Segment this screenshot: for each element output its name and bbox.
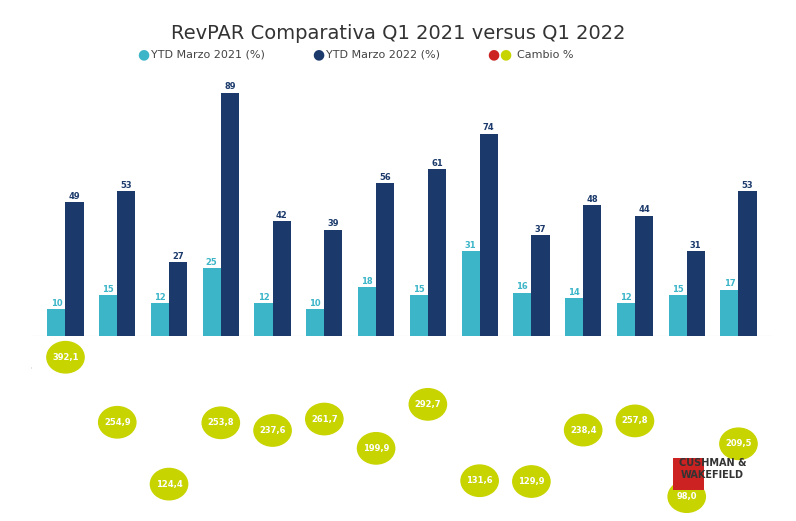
Text: 392,1: 392,1 [53,353,79,362]
Text: 253,8: 253,8 [208,418,234,427]
Ellipse shape [99,406,136,438]
Bar [151,303,169,337]
Text: 238,4: 238,4 [570,426,596,435]
Bar [462,252,480,337]
Text: ●: ● [312,48,325,61]
Bar [65,202,84,337]
Text: RevPAR Comparativa Q1 2021 versus Q1 2022: RevPAR Comparativa Q1 2021 versus Q1 202… [171,24,625,43]
Text: 98,0: 98,0 [677,492,697,501]
Bar [739,191,756,337]
Text: 53: 53 [120,181,132,190]
Text: ●: ● [499,48,512,61]
Text: 10: 10 [51,299,62,307]
Bar [669,295,687,337]
Text: 17: 17 [724,279,736,289]
Bar [635,216,653,337]
Text: 12: 12 [154,293,166,302]
Bar [410,295,428,337]
Bar [203,268,220,337]
Text: 42: 42 [275,211,287,220]
Text: 27: 27 [172,252,184,261]
Bar [306,309,324,337]
Text: ●: ● [487,48,500,61]
Bar [687,252,704,337]
Text: ●: ● [137,48,150,61]
Text: 31: 31 [465,241,476,250]
Text: 257,8: 257,8 [622,416,648,426]
Bar [617,303,635,337]
Ellipse shape [461,465,498,497]
Text: 53: 53 [742,181,753,190]
Bar [48,309,65,337]
Text: 199,9: 199,9 [363,444,389,453]
Bar [324,230,342,337]
Ellipse shape [254,415,291,446]
Text: Cambio %: Cambio % [517,49,574,60]
Text: 18: 18 [361,277,373,286]
Text: 61: 61 [431,159,443,168]
Text: 89: 89 [224,82,236,91]
Text: 44: 44 [638,205,650,215]
Bar [513,292,532,337]
Ellipse shape [513,466,550,497]
Bar [565,298,583,337]
Text: YTD Marzo 2022 (%): YTD Marzo 2022 (%) [326,49,440,60]
Bar [255,303,272,337]
Ellipse shape [202,407,240,439]
Bar [532,235,549,337]
Text: 237,6: 237,6 [259,426,286,435]
Ellipse shape [409,389,447,420]
Bar [272,221,291,337]
Ellipse shape [564,414,602,446]
Text: 292,7: 292,7 [415,400,441,409]
Text: 15: 15 [672,285,684,294]
Bar [117,191,135,337]
Bar [376,183,394,337]
Text: 37: 37 [535,225,546,233]
Text: 48: 48 [587,194,598,204]
Bar [480,134,498,337]
Text: 74: 74 [483,123,494,132]
Text: YTD Marzo 2021 (%): YTD Marzo 2021 (%) [151,49,265,60]
Text: 15: 15 [103,285,114,294]
Text: 10: 10 [310,299,321,307]
Text: 261,7: 261,7 [311,415,338,424]
Bar [220,93,239,337]
Text: 16: 16 [517,282,529,291]
Ellipse shape [357,432,395,464]
Bar [720,290,739,337]
Text: 14: 14 [568,288,580,296]
Text: 39: 39 [328,219,339,228]
Text: 12: 12 [258,293,269,302]
Text: 25: 25 [206,257,217,267]
Text: 254,9: 254,9 [104,418,131,427]
Text: 15: 15 [413,285,425,294]
Bar [100,295,117,337]
Text: 131,6: 131,6 [466,476,493,485]
Text: 49: 49 [68,192,80,201]
Ellipse shape [668,481,705,512]
Text: 56: 56 [379,172,391,182]
Bar [169,263,187,337]
Text: 209,5: 209,5 [725,439,751,448]
Ellipse shape [47,342,84,373]
Ellipse shape [150,468,188,500]
Text: 129,9: 129,9 [518,477,544,486]
Bar [358,287,376,337]
Bar [583,205,601,337]
Ellipse shape [306,403,343,435]
Bar [428,169,446,337]
Text: 124,4: 124,4 [156,480,182,489]
Ellipse shape [616,405,654,437]
Ellipse shape [720,428,757,460]
Text: CUSHMAN &
WAKEFIELD: CUSHMAN & WAKEFIELD [679,458,746,480]
Text: 12: 12 [620,293,632,302]
Text: 31: 31 [690,241,701,250]
